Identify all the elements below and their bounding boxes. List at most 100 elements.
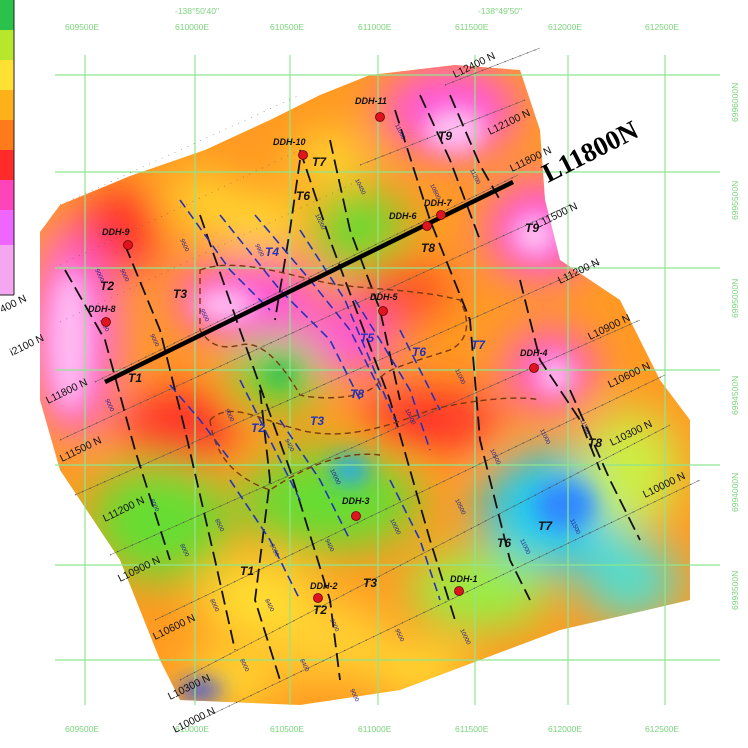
drill-hole-label: DDH-3 [342,496,370,506]
drill-hole-marker [101,317,111,327]
trend-labels: T9 T7 T6 T8 T9 T4 T2 T3 T5 T6 T7 T1 T8 T2 T3 T7 T6 T1 T3 T2… [100,129,602,617]
easting-label-top: 609500E [65,22,99,32]
trend-lines [169,199,441,601]
traverse-line [449,94,501,201]
drill-hole-marker [422,221,432,231]
station-label: 8400 [298,658,310,673]
traverse-line [64,269,171,561]
trend-label: T4 [265,245,279,259]
traverse-line [419,94,481,241]
traverse-line [299,149,456,621]
survey-line-path [74,261,601,496]
drill-hole-label: DDH-11 [355,96,387,106]
trend-label: T7 [471,338,486,352]
trend-line [254,214,381,391]
trend-line [354,299,431,451]
station-label: 9000 [348,688,360,703]
easting-label-top: 610000E [175,22,209,32]
trend-label: T9 [438,129,452,143]
station-label: 9000 [93,268,105,283]
trend-label: T2 [251,421,265,435]
drill-hole-marker [313,593,323,603]
survey-line-path [154,374,666,621]
trend-line [389,479,441,601]
station-label: 8000 [208,598,220,613]
trend-line [219,214,361,401]
northing-label: 6993500N [730,571,740,610]
trend-label: T7 [312,155,327,169]
trend-line [399,329,441,411]
drill-hole-label: DDH-5 [370,292,398,302]
drill-hole-label: DDH-1 [450,574,478,584]
trend-line [279,419,351,541]
easting-label-top: 612500E [645,22,679,32]
trend-line [229,479,301,601]
trend-label: T2 [100,279,114,293]
trend-label: T1 [128,371,142,385]
drill-hole-label: DDH-9 [102,227,130,237]
trend-label: T9 [525,221,539,235]
station-label: 9000 [328,618,340,633]
station-label: 8000 [148,498,160,513]
northing-label: 6994500N [730,376,740,415]
traverse-line [124,244,236,651]
survey-line-path [59,204,571,441]
survey-line-path [359,99,526,166]
station-label: 9900 [253,243,265,258]
trend-label: T8 [421,241,435,255]
color-scale-strip [0,0,15,296]
easting-label-bottom: 611000E [358,724,392,734]
trend-label: T8 [588,436,602,450]
drill-hole-label: DDH-6 [389,211,417,221]
drill-hole-marker [454,586,464,596]
traverse-line [569,389,641,541]
survey-line-path [109,319,641,556]
station-label: 9000 [223,408,235,423]
easting-label-bottom: 610500E [270,724,304,734]
survey-line-path [59,149,301,266]
traverse-line [274,159,301,321]
drill-hole-label: DDH-10 [273,137,306,147]
trend-line [239,379,301,501]
station-label: 9500 [178,238,190,253]
drill-hole-marker [351,511,361,521]
station-label: 9500 [198,308,210,323]
trend-label: T3 [363,576,377,590]
trend-label: T3 [173,287,187,301]
drill-hole-label: DDH-4 [520,348,548,358]
station-label: 8500 [213,518,225,533]
easting-label-top: 611000E [358,22,392,32]
drill-hole-label: DDH-7 [424,198,452,208]
northing-label: 6996000N [730,83,740,122]
trend-label: T6 [497,536,511,550]
easting-label-bottom: 612500E [645,724,679,734]
drill-hole-marker [436,210,446,220]
drill-holes: DDH-11 DDH-10 DDH-9 DDH-8 DDH-7 DDH-6 DDH-5 DDH… [88,96,548,603]
trend-line [299,229,396,421]
drill-hole-marker [529,363,539,373]
trend-label: T6 [296,189,310,203]
traverse-line [329,139,401,401]
easting-label-top: 610500E [270,22,304,32]
highlight-line-label: L11800N [537,114,643,188]
boundary-outline [199,264,541,491]
trend-label: T2 [313,603,327,617]
survey-line-path [179,424,671,681]
coordinate-label-top: -138°49'50" [478,6,522,16]
utm-grid: 609500E 609500E 610000E 610000E 610500E 61050… [55,6,740,734]
traverse-line [199,214,341,681]
traverse-line [519,279,601,471]
drill-hole-marker [123,240,133,250]
survey-line-label-left: 400 N [0,293,29,316]
trend-label: T3 [310,414,324,428]
station-label: 9500 [393,628,405,643]
survey-line-path [444,47,541,86]
station-label: 9400 [283,438,295,453]
station-label: 9000 [268,543,280,558]
easting-label-top: 611500E [455,22,489,32]
easting-label-bottom: 611500E [455,724,489,734]
trend-line [179,199,271,311]
station-label: 9000 [148,333,160,348]
northing-label: 6995500N [730,181,740,220]
